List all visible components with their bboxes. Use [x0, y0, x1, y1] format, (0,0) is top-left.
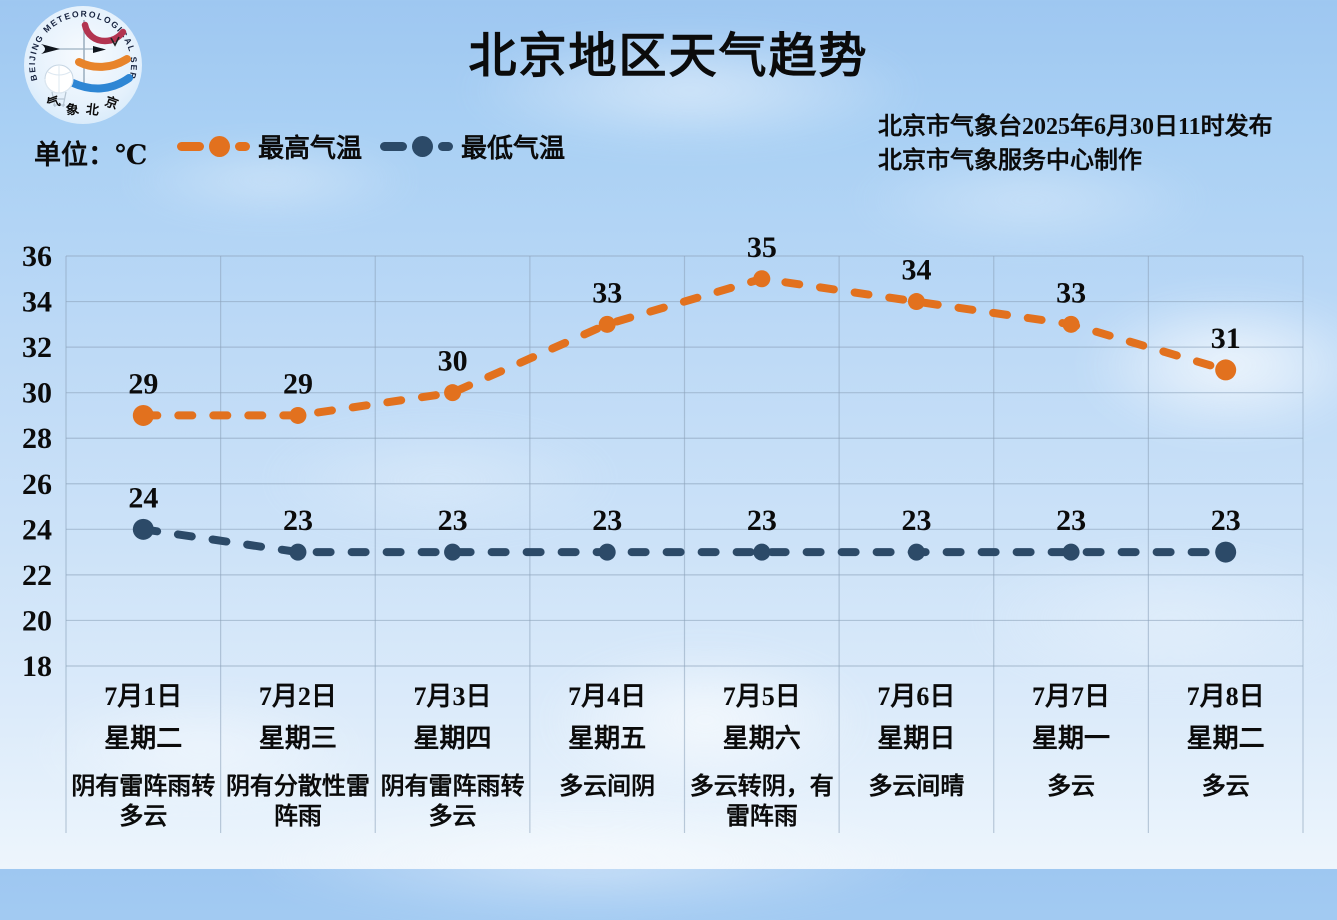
cloud [120, 140, 420, 220]
cloud [850, 150, 1210, 250]
low-temp-point [289, 543, 307, 561]
high-temp-point [1215, 359, 1237, 381]
low-temp-line-swatch [380, 135, 454, 157]
cloud [540, 645, 870, 795]
low-temp-value-label: 23 [438, 504, 468, 537]
cloud [260, 420, 620, 540]
high-temp-value-label: 31 [1211, 322, 1241, 355]
high-temp-line [139, 274, 1230, 420]
temperature-trend-chart: 36 34 32 30 28 26 24 22 20 18 29 29 30 33 35 34 33 31 24 23… [22, 231, 1304, 833]
high-temp-point [444, 384, 462, 402]
legend-label-high: 最高气温 [258, 133, 363, 163]
red-ribbon [81, 21, 127, 45]
cloud [460, 30, 920, 150]
dash-icon [235, 141, 250, 151]
high-temp-value-label: 29 [128, 367, 158, 400]
low-temp-line [139, 525, 1230, 557]
dash-icon [438, 141, 454, 151]
high-temp-point [598, 315, 616, 333]
y-tick-label: 32 [22, 331, 52, 364]
y-tick-label: 24 [22, 513, 52, 546]
logo-bottom-text: 气 象 北 京 [45, 93, 121, 118]
legend-label-low: 最低气温 [461, 133, 566, 163]
svg-text:象: 象 [65, 101, 80, 117]
y-tick-label: 22 [22, 559, 52, 592]
svg-text:气: 气 [45, 93, 62, 112]
high-temp-value-label: 30 [438, 345, 468, 378]
low-temp-point [132, 518, 154, 540]
publisher-line-2: 北京市气象服务中心制作 [878, 148, 1142, 174]
orange-ribbon [75, 55, 131, 71]
small-arrow-icon [93, 46, 106, 53]
svg-text:北: 北 [85, 101, 100, 117]
y-tick-label: 26 [22, 468, 52, 501]
high-temp-value-label: 29 [283, 367, 313, 400]
high-temp-value-label: 33 [592, 276, 622, 309]
low-temp-value-label: 23 [283, 504, 313, 537]
low-temp-point [1215, 541, 1237, 563]
dash-icon [177, 141, 204, 151]
blue-ribbon [69, 74, 133, 93]
high-temp-value-label: 33 [1056, 276, 1086, 309]
y-tick-label: 18 [22, 650, 52, 683]
high-temp-value-label: 34 [901, 254, 931, 287]
y-tick-label: 30 [22, 377, 52, 410]
legend-item-high-temp: 最高气温 [177, 128, 362, 165]
beijing-meteorological-service-logo: BEIJING METEOROLOGICAL SERVICE 气 象 北 京 [24, 6, 142, 124]
publisher-info: 北京市气象台2025年6月30日11时发布 北京市气象服务中心制作 [878, 110, 1273, 178]
y-tick-label: 28 [22, 422, 52, 455]
high-temp-line-swatch [177, 135, 250, 157]
low-temp-point [1062, 543, 1080, 561]
unit-label: 单位：℃ [34, 140, 148, 170]
dash-icon [380, 141, 408, 151]
svg-text:京: 京 [103, 93, 120, 112]
low-temp-value-label: 23 [901, 504, 931, 537]
high-temp-value-label: 35 [747, 231, 777, 264]
chart-legend: 最高气温 最低气温 [177, 129, 565, 163]
low-temp-point [444, 543, 462, 561]
high-temp-point [132, 404, 154, 426]
y-tick-label: 36 [22, 240, 52, 273]
low-temp-value-label: 23 [1211, 504, 1241, 537]
y-tick-label: 34 [22, 286, 52, 319]
low-temp-point [753, 543, 771, 561]
low-temp-value-label: 23 [1056, 504, 1086, 537]
publisher-line-1: 北京市气象台2025年6月30日11时发布 [878, 114, 1273, 140]
legend-item-low-temp: 最低气温 [380, 128, 565, 165]
high-temp-point [1062, 315, 1080, 333]
radar-tower [51, 91, 67, 108]
cloud [30, 690, 370, 810]
bird-mark [110, 36, 120, 47]
high-temp-point [289, 406, 307, 424]
low-temp-point [598, 543, 616, 561]
high-temp-point [907, 293, 925, 311]
page-title: 北京地区天气趋势 [468, 30, 869, 83]
y-tick-label: 20 [22, 604, 52, 637]
low-temp-value-label: 24 [128, 481, 158, 514]
dot-icon [209, 135, 230, 157]
low-temp-point [907, 543, 925, 561]
high-temp-point [753, 270, 771, 288]
radar-dome-grid [44, 65, 74, 94]
low-temp-value-label: 23 [592, 504, 622, 537]
low-temp-value-label: 23 [747, 504, 777, 537]
dot-icon [412, 135, 434, 157]
wind-vane-icon [41, 44, 60, 54]
